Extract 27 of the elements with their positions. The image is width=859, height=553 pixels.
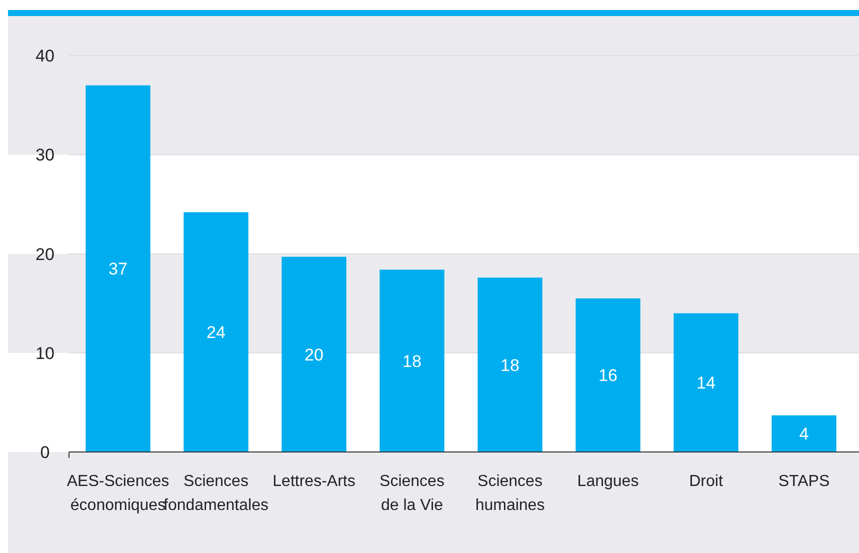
data-label: 18 xyxy=(500,356,520,375)
data-label: 16 xyxy=(598,366,618,386)
y-tick-label: 30 xyxy=(36,146,54,165)
data-label: 4 xyxy=(799,424,809,444)
x-tick-label: Sciences de la Vie xyxy=(380,473,444,514)
bar xyxy=(478,278,542,452)
data-label: 14 xyxy=(696,374,716,393)
bar xyxy=(772,415,836,452)
y-tick-label: 20 xyxy=(36,244,54,264)
bar xyxy=(674,313,738,452)
data-label: 24 xyxy=(206,323,226,342)
x-tick-label: Lettres-Arts xyxy=(272,473,356,490)
data-label: 20 xyxy=(304,345,324,364)
bar xyxy=(576,298,640,452)
x-tick-label: Droit xyxy=(689,473,724,490)
data-label: 18 xyxy=(402,352,422,371)
y-tick-label: 10 xyxy=(36,344,54,363)
data-label: 37 xyxy=(108,260,128,279)
x-tick-label: Sciences humaines xyxy=(475,473,545,514)
x-tick-label: STAPS xyxy=(778,473,830,490)
bar xyxy=(86,85,150,452)
y-tick-label: 40 xyxy=(36,46,54,66)
y-tick-label: 0 xyxy=(40,442,50,462)
bar xyxy=(380,270,444,452)
bar xyxy=(282,256,346,452)
x-tick-label: Langues xyxy=(577,473,639,490)
bar xyxy=(184,212,248,452)
